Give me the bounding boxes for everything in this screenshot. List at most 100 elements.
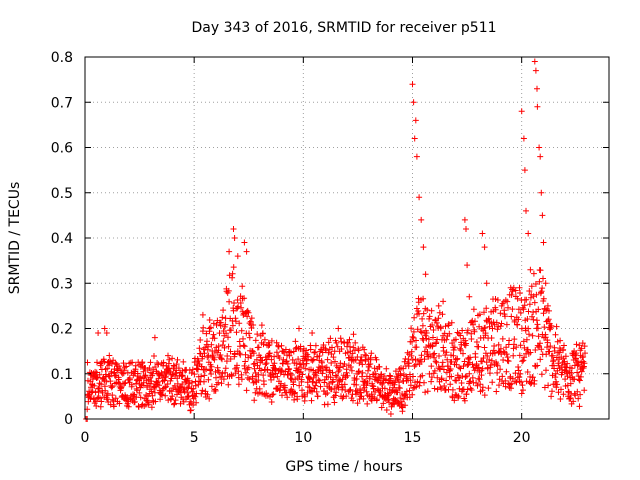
data-point [467,354,474,361]
data-point [430,334,436,341]
data-point [549,352,556,359]
data-point [232,318,239,325]
data-point [533,317,540,324]
data-point [321,388,328,394]
data-point [223,330,230,337]
data-point [557,337,564,344]
data-point [292,376,299,383]
data-point [581,360,588,367]
data-point [523,207,529,214]
data-point [303,347,310,354]
data-point [463,391,470,398]
data-point [235,381,242,388]
data-point [391,401,398,408]
data-point [341,361,348,367]
data-point [429,342,436,349]
data-point [512,370,519,377]
data-point [253,356,260,363]
data-point [137,394,144,401]
data-point [165,352,171,359]
data-point [116,400,123,407]
data-point [413,337,419,344]
data-point [459,327,466,334]
data-point [451,344,458,351]
data-point [87,395,94,402]
data-point [479,358,486,365]
data-point [234,362,240,369]
data-point [413,383,420,390]
data-point [440,366,447,373]
data-point [446,330,453,337]
data-point [250,361,257,368]
data-point [497,323,504,330]
data-point [407,377,414,384]
data-point [481,392,488,399]
data-point [283,358,290,365]
data-point [336,378,343,385]
data-point [468,387,475,393]
data-point [485,385,492,392]
data-point [97,403,104,410]
data-point [333,389,340,396]
data-point [195,366,201,373]
data-point [325,349,332,356]
data-point [538,289,544,296]
data-point [420,310,427,317]
data-point [431,350,438,357]
data-point [453,377,460,384]
data-point [353,376,360,382]
data-point [412,361,419,368]
data-point [408,325,415,332]
data-point [572,392,579,399]
data-point [400,365,407,372]
data-point [234,297,241,303]
data-point [445,363,451,370]
data-point [427,353,434,360]
data-point [451,397,458,404]
data-point [481,244,488,251]
data-point [110,403,117,410]
data-point [517,290,523,296]
data-point [508,380,515,387]
data-point [108,368,115,375]
data-point [515,367,522,374]
data-point [384,392,391,399]
y-tick-label: 0.2 [51,322,73,338]
data-point [290,381,297,388]
data-point [217,319,224,326]
data-point [98,398,105,405]
data-point [148,388,155,395]
data-point [157,396,164,403]
data-point [448,373,455,380]
data-point [309,357,316,364]
data-point [258,322,265,329]
data-point [423,330,430,336]
data-point [576,403,583,410]
data-point [529,332,536,339]
data-point [440,298,447,305]
data-point [230,226,237,232]
data-point [121,380,128,387]
data-point [357,389,364,396]
data-point [198,363,205,370]
data-point [464,327,471,334]
data-point [445,321,452,327]
data-point [435,302,442,309]
data-point [472,318,478,325]
data-point [461,358,468,365]
data-point [514,295,521,302]
data-point [518,108,525,115]
y-tick-label: 0 [64,412,73,428]
data-point [487,362,494,369]
data-point [366,363,373,370]
data-point [222,321,229,328]
data-point [257,354,264,361]
data-point [497,310,504,317]
data-point [525,325,532,332]
x-tick-label: 15 [404,430,422,446]
data-point [223,358,230,365]
data-point [488,357,495,364]
data-point [479,365,486,372]
data-point [221,344,228,351]
data-point [455,374,462,381]
